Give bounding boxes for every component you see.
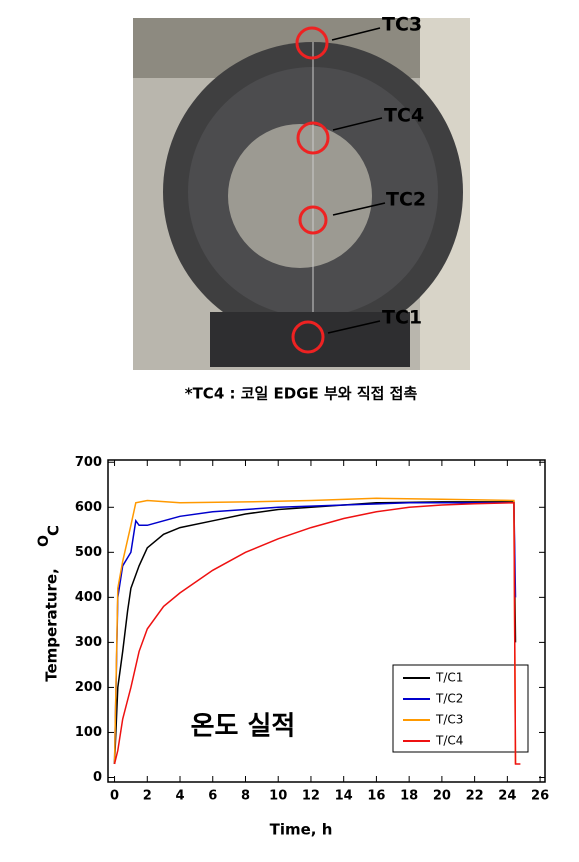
coil-support	[210, 312, 410, 367]
legend-label: T/C2	[435, 692, 463, 706]
coil-hole	[228, 124, 372, 268]
y-tick-label: 200	[75, 680, 102, 695]
tc-circle	[291, 320, 325, 354]
x-tick-label: 12	[302, 789, 320, 804]
legend	[392, 664, 529, 753]
coil-photo: TC3 TC4 TC2 TC1 *TC4 : 코일 EDGE 부와 직접 접촉	[133, 14, 470, 403]
y-tick-label: 700	[75, 455, 102, 470]
y-tick-label: 500	[75, 545, 102, 560]
caption: *TC4 : 코일 EDGE 부와 직접 접촉	[185, 385, 418, 403]
arrows	[327, 27, 386, 334]
y-axis-label: Temperature,	[43, 568, 61, 682]
tc-label: TC4	[384, 105, 424, 127]
y-axis-unit: C	[45, 525, 63, 536]
series-line	[113, 502, 521, 765]
x-tick-label: 14	[335, 789, 353, 804]
x-tick-label: 0	[110, 789, 119, 804]
annotation: 온도 실적	[191, 712, 296, 742]
y-tick-label: 300	[75, 635, 102, 650]
y-axis-title: Temperature, O C	[36, 525, 63, 682]
x-axis-label: Time, h	[270, 821, 333, 839]
x-tick-label: 24	[498, 789, 516, 804]
x-tick-label: 22	[466, 789, 484, 804]
x-tick-label: 20	[433, 789, 451, 804]
x-tick-label: 4	[175, 789, 184, 804]
x-tick-label: 6	[208, 789, 217, 804]
series-line	[113, 497, 517, 765]
y-tick-label: 600	[75, 500, 102, 515]
x-tick-label: 2	[143, 789, 152, 804]
x-tick-label: 10	[269, 789, 287, 804]
tc-label: TC1	[382, 307, 422, 329]
x-tick-label: 8	[241, 789, 250, 804]
series-line	[113, 502, 517, 765]
y-tick-label: 0	[93, 770, 102, 785]
plot-frame	[107, 459, 546, 783]
x-tick-label: 16	[367, 789, 385, 804]
annotation-box	[140, 702, 345, 750]
legend-label: T/C1	[435, 671, 463, 685]
tc-circle	[295, 26, 329, 60]
tc-label: TC3	[382, 14, 422, 36]
legend-label: T/C3	[435, 713, 463, 727]
legend-label: T/C4	[435, 734, 463, 748]
x-tick-label: 18	[400, 789, 418, 804]
y-tick-label: 100	[75, 725, 102, 740]
tc-label: TC2	[386, 189, 426, 211]
series-line	[113, 501, 517, 765]
tc-circle	[296, 121, 330, 155]
tc-circle	[298, 205, 328, 235]
y-tick-label: 400	[75, 590, 102, 605]
y-axis-super: O	[36, 535, 52, 547]
x-tick-label: 26	[531, 789, 549, 804]
